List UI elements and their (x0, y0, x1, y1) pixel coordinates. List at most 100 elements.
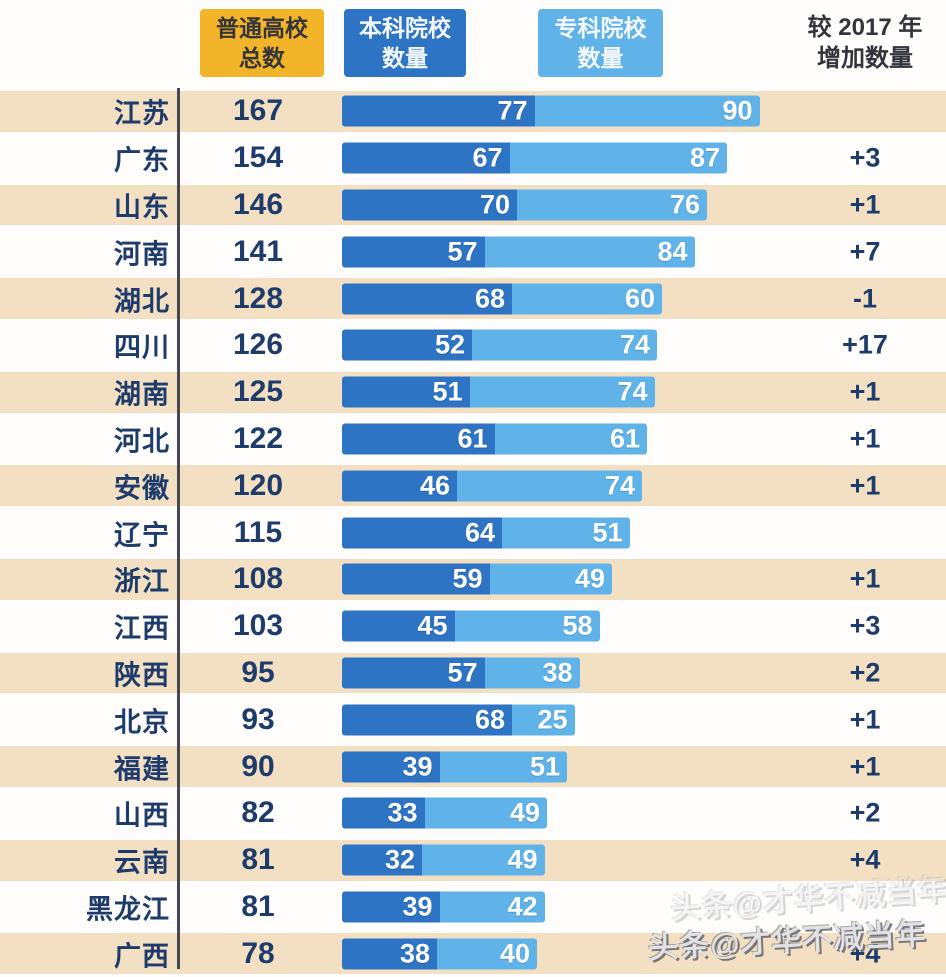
vocational-count: 84 (657, 236, 688, 267)
vocational-count: 42 (507, 891, 538, 922)
vocational-count: 38 (542, 657, 573, 688)
table-row: 江西 103 45 58 +3 (0, 603, 946, 650)
legend-vocational-line2: 数量 (577, 45, 624, 71)
table-row: 黑龙江 81 39 42 (0, 884, 946, 931)
vocational-bar-segment: 40 (437, 938, 537, 970)
vocational-count: 58 (562, 610, 593, 641)
vocational-bar-segment: 38 (484, 657, 580, 689)
undergrad-bar-segment: 57 (342, 236, 485, 268)
change-value: +7 (849, 236, 881, 267)
undergrad-count: 38 (399, 938, 430, 969)
vocational-count: 40 (499, 938, 530, 969)
vocational-count: 51 (529, 751, 560, 782)
change-value: +4 (849, 844, 881, 875)
total-value: 108 (232, 562, 284, 596)
undergrad-bar-segment: 38 (342, 938, 437, 970)
change-value: +1 (849, 470, 881, 501)
vocational-count: 49 (574, 563, 605, 594)
total-value: 115 (233, 515, 283, 549)
vocational-bar-segment: 25 (512, 704, 575, 736)
undergrad-bar-segment: 61 (342, 423, 495, 455)
vocational-bar-segment: 49 (422, 844, 545, 876)
total-value: 95 (241, 655, 275, 689)
undergrad-count: 57 (447, 236, 478, 267)
legend-total-line2: 总数 (239, 45, 285, 71)
change-value: +17 (842, 329, 888, 360)
table-row: 福建 90 39 51 +1 (0, 743, 946, 790)
total-value: 81 (241, 889, 275, 923)
stacked-bar: 46 74 (342, 470, 642, 502)
undergrad-bar-segment: 32 (342, 844, 422, 876)
vocational-bar-segment: 90 (534, 95, 760, 127)
vocational-count: 76 (669, 189, 700, 220)
total-value: 82 (241, 796, 275, 830)
column-divider (177, 88, 180, 969)
stacked-bar: 57 38 (342, 657, 580, 689)
undergrad-bar-segment: 51 (342, 376, 470, 408)
legend-undergrad-box: 本科院校 数量 (344, 9, 466, 77)
total-value: 125 (232, 375, 284, 409)
province-label: 湖北 (114, 286, 170, 317)
vocational-bar-segment: 42 (439, 891, 545, 923)
stacked-bar: 77 90 (342, 95, 760, 127)
vocational-count: 61 (609, 423, 640, 454)
change-value: +3 (849, 610, 881, 641)
vocational-bar-segment: 49 (489, 563, 612, 595)
undergrad-bar-segment: 33 (342, 797, 425, 829)
legend-total-box: 普通高校 总数 (200, 9, 324, 77)
change-value: +1 (849, 563, 881, 594)
change-value: +2 (849, 657, 881, 688)
vocational-count: 49 (509, 797, 540, 828)
total-value: 122 (232, 421, 284, 455)
province-label: 陕西 (114, 660, 170, 691)
stacked-bar: 51 74 (342, 376, 655, 408)
province-label: 北京 (114, 707, 170, 738)
table-row: 山东 146 70 76 +1 (0, 182, 946, 229)
table-row: 河南 141 57 84 +7 (0, 228, 946, 275)
total-value: 126 (232, 328, 284, 362)
table-row: 陕西 95 57 38 +2 (0, 650, 946, 697)
table-row: 山西 82 33 49 +2 (0, 790, 946, 837)
change-value: +1 (849, 751, 881, 782)
province-label: 广东 (114, 145, 170, 176)
province-label: 河北 (114, 426, 170, 457)
undergrad-bar-segment: 46 (342, 470, 457, 502)
province-label: 黑龙江 (86, 894, 170, 925)
vocational-bar-segment: 74 (469, 376, 655, 408)
table-row: 湖北 128 68 60 -1 (0, 275, 946, 322)
change-value: +2 (849, 797, 881, 828)
province-label: 江苏 (114, 98, 170, 129)
undergrad-count: 39 (402, 751, 433, 782)
legend-header: 普通高校 总数 本科院校 数量 专科院校 数量 较 2017 年 增加数量 (0, 0, 946, 88)
undergrad-bar-segment: 64 (342, 517, 502, 549)
undergrad-count: 52 (434, 329, 465, 360)
province-label: 浙江 (114, 566, 170, 597)
undergrad-count: 46 (419, 470, 450, 501)
vocational-bar-segment: 84 (484, 236, 695, 268)
legend-change-line2: 增加数量 (817, 45, 913, 72)
undergrad-bar-segment: 39 (342, 751, 440, 783)
vocational-bar-segment: 60 (512, 283, 662, 315)
vocational-count: 51 (592, 517, 623, 548)
stacked-bar: 67 87 (342, 142, 727, 174)
vocational-bar-segment: 51 (439, 751, 567, 783)
undergrad-count: 32 (384, 844, 415, 875)
table-row: 四川 126 52 74 +17 (0, 322, 946, 369)
stacked-bar: 59 49 (342, 563, 612, 595)
table-row: 辽宁 115 64 51 (0, 509, 946, 556)
stacked-bar: 38 40 (342, 938, 537, 970)
province-label: 山东 (114, 192, 170, 223)
undergrad-count: 70 (479, 189, 510, 220)
province-label: 四川 (114, 332, 170, 363)
vocational-count: 60 (624, 283, 655, 314)
total-value: 128 (232, 281, 284, 315)
undergrad-bar-segment: 45 (342, 610, 455, 642)
stacked-bar: 33 49 (342, 797, 547, 829)
stacked-bar: 68 25 (342, 704, 575, 736)
legend-vocational-line1: 专科院校 (554, 15, 647, 41)
undergrad-count: 68 (474, 283, 505, 314)
stacked-bar: 61 61 (342, 423, 647, 455)
vocational-bar-segment: 74 (472, 329, 657, 361)
vocational-count: 90 (722, 95, 753, 126)
